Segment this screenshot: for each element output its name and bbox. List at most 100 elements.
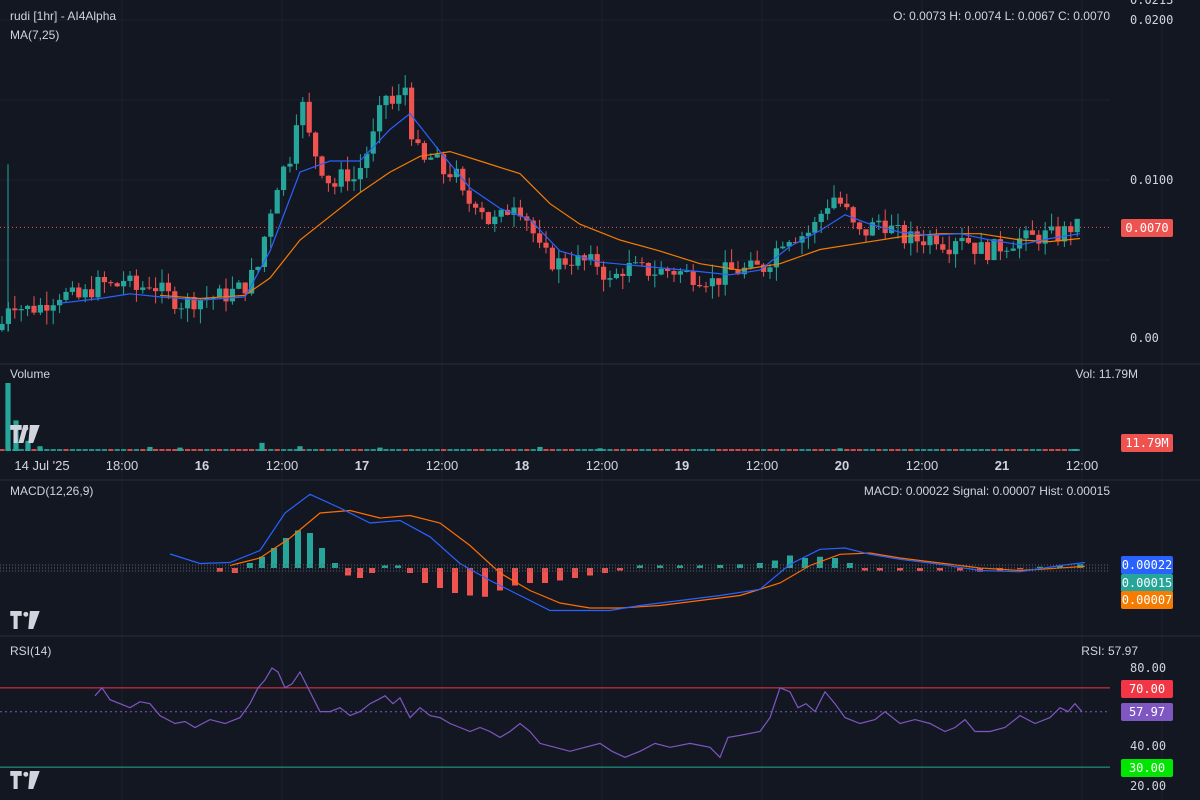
candle-body <box>959 237 965 242</box>
candle-body <box>466 190 472 204</box>
candle-body <box>185 296 191 309</box>
candle-body <box>735 269 741 275</box>
candle-body <box>505 209 511 215</box>
macd-histogram-bar <box>717 565 723 568</box>
volume-bar <box>505 449 511 451</box>
volume-bar <box>882 449 888 451</box>
macd-histogram-bar <box>557 568 563 581</box>
macd-histogram-bar <box>772 560 778 568</box>
volume-bar <box>517 449 523 451</box>
volume-bar <box>300 449 306 451</box>
candle-body <box>626 262 632 277</box>
volume-bar <box>466 449 472 451</box>
volume-bar <box>620 449 626 451</box>
volume-bar <box>665 449 671 451</box>
price-tick-label: 0.0200 <box>1130 13 1173 27</box>
volume-bar <box>613 449 619 451</box>
rsi-readout: RSI: 57.97 <box>1081 644 1138 658</box>
candle-body <box>159 282 165 292</box>
candle-body <box>511 207 517 215</box>
volume-bar <box>805 449 811 451</box>
candle-body <box>517 207 523 217</box>
candle-body <box>569 264 575 266</box>
candle-body <box>351 179 357 182</box>
price-tick-label: 0.0100 <box>1130 173 1173 187</box>
macd-histogram-bar <box>395 565 401 568</box>
candle-body <box>396 95 402 104</box>
volume-bar <box>607 449 613 451</box>
macd-histogram-bar <box>542 568 548 583</box>
candle-body <box>991 239 997 261</box>
volume-bar <box>389 449 395 451</box>
time-tick-label: 20 <box>835 458 849 473</box>
macd-histogram-bar <box>259 556 265 568</box>
volume-pane[interactable] <box>0 383 1080 451</box>
macd-pane[interactable] <box>0 493 1110 612</box>
volume-badge <box>1121 434 1173 452</box>
candle-body <box>594 254 600 267</box>
volume-bar <box>658 449 664 451</box>
volume-bar <box>332 449 338 451</box>
volume-bar <box>537 446 543 451</box>
candle-body <box>607 278 613 280</box>
ma7-line <box>59 112 1081 304</box>
volume-bar <box>908 449 914 451</box>
volume-bar <box>985 449 991 451</box>
candle-body <box>229 288 235 302</box>
candle-body <box>108 282 114 284</box>
volume-bar <box>754 449 760 451</box>
candle-body <box>57 299 63 306</box>
candle-body <box>434 154 440 158</box>
volume-bar <box>588 449 594 451</box>
candle-body <box>690 270 696 285</box>
volume-bar <box>1004 449 1010 451</box>
volume-bar <box>447 449 453 451</box>
rsi-label[interactable]: RSI(14) <box>10 644 52 658</box>
volume-bar <box>780 449 786 451</box>
volume-bar <box>147 446 153 451</box>
candle-body <box>485 212 491 225</box>
volume-bar <box>325 449 331 451</box>
candle-body <box>793 242 799 244</box>
ma-indicator-label[interactable]: MA(7,25) <box>10 28 60 42</box>
volume-bar <box>236 449 242 451</box>
rsi-pane[interactable] <box>0 667 1110 768</box>
chart-title: rudi [1hr] - AI4Alpha <box>10 9 117 23</box>
candle-body <box>684 270 690 272</box>
price-pane[interactable] <box>0 75 1110 332</box>
candle-body <box>133 275 139 290</box>
price-badge <box>1121 219 1173 237</box>
price-axis[interactable]: 0.0213 0.0200 0.0100 0.00 80.00 40.00 20.00 0.0… <box>1121 0 1173 793</box>
volume-label[interactable]: Volume <box>10 367 51 381</box>
macd-histogram-bar <box>802 558 808 568</box>
macd-histogram-bar <box>862 568 868 571</box>
candle-body <box>114 283 120 287</box>
volume-bar <box>889 449 895 451</box>
volume-bar <box>402 449 408 451</box>
volume-bar <box>297 446 303 451</box>
rsi-upper-badge-text: 70.00 <box>1129 682 1165 696</box>
macd-histogram-bar <box>319 548 325 568</box>
candle-body <box>121 280 127 287</box>
candle-body <box>498 209 504 217</box>
volume-bar <box>773 449 779 451</box>
volume-bar <box>313 449 319 451</box>
volume-bar <box>569 449 575 451</box>
candle-body <box>985 242 991 261</box>
tradingview-logo-icon <box>10 611 40 629</box>
volume-bar <box>0 449 5 451</box>
candle-body <box>127 275 133 281</box>
volume-bar <box>722 449 728 451</box>
candle-body <box>63 291 69 300</box>
macd-hist-badge-text: 0.00015 <box>1122 576 1173 590</box>
rsi-upper-badge <box>1121 680 1173 698</box>
candle-body <box>530 220 536 234</box>
macd-histogram-bar <box>572 568 578 578</box>
volume-bar <box>421 449 427 451</box>
macd-label[interactable]: MACD(12,26,9) <box>10 484 94 498</box>
volume-bar <box>1036 449 1042 451</box>
candle-body <box>645 262 651 276</box>
volume-bar <box>159 449 165 451</box>
